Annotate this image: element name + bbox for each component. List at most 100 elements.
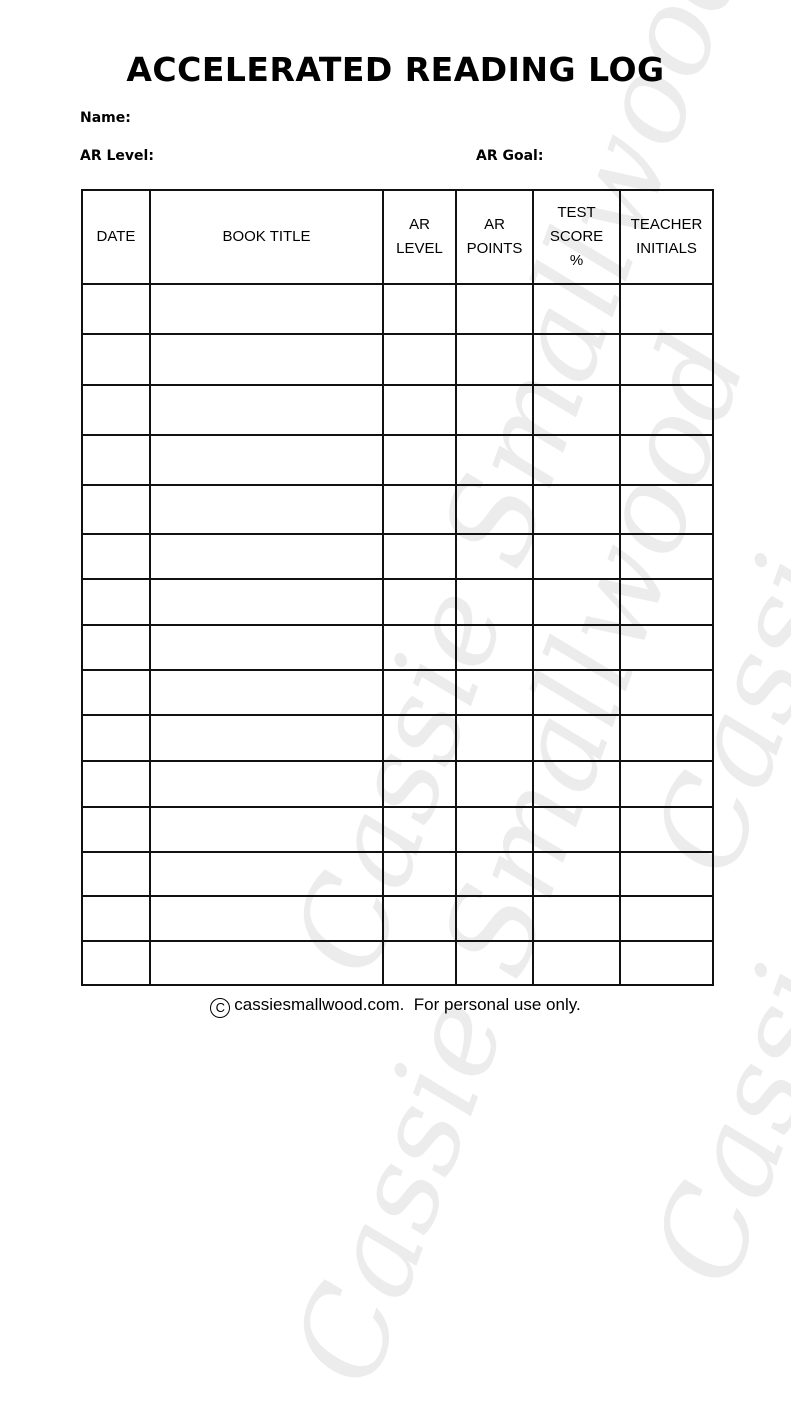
table-cell[interactable] bbox=[455, 851, 534, 897]
table-cell[interactable] bbox=[532, 940, 621, 986]
table-cell[interactable] bbox=[382, 578, 457, 626]
table-cell[interactable] bbox=[382, 333, 457, 386]
table-cell[interactable] bbox=[455, 484, 534, 535]
table-cell[interactable] bbox=[382, 434, 457, 486]
table-cell[interactable] bbox=[382, 533, 457, 580]
table-cell[interactable] bbox=[382, 624, 457, 671]
table-cell[interactable] bbox=[149, 940, 384, 986]
table-cell[interactable] bbox=[149, 484, 384, 535]
table-cell[interactable] bbox=[455, 333, 534, 386]
table-cell[interactable] bbox=[81, 669, 151, 716]
table-row bbox=[81, 806, 714, 853]
table-cell[interactable] bbox=[149, 434, 384, 486]
table-cell[interactable] bbox=[532, 669, 621, 716]
table-cell[interactable] bbox=[149, 624, 384, 671]
table-row bbox=[81, 578, 714, 626]
table-cell[interactable] bbox=[382, 851, 457, 897]
ar-level-label: AR Level: bbox=[80, 148, 154, 164]
table-cell[interactable] bbox=[532, 624, 621, 671]
table-cell[interactable] bbox=[532, 895, 621, 942]
table-cell[interactable] bbox=[81, 578, 151, 626]
table-cell[interactable] bbox=[532, 434, 621, 486]
footer-text: cassiesmallwood.com. For personal use on… bbox=[234, 995, 581, 1014]
table-cell[interactable] bbox=[149, 851, 384, 897]
table-cell[interactable] bbox=[455, 940, 534, 986]
table-cell[interactable] bbox=[532, 714, 621, 762]
table-cell[interactable] bbox=[81, 806, 151, 853]
table-cell[interactable] bbox=[81, 624, 151, 671]
table-cell[interactable] bbox=[81, 714, 151, 762]
table-cell[interactable] bbox=[455, 806, 534, 853]
table-cell[interactable] bbox=[532, 806, 621, 853]
table-cell[interactable] bbox=[149, 578, 384, 626]
table-cell[interactable] bbox=[149, 714, 384, 762]
table-cell[interactable] bbox=[81, 851, 151, 897]
table-cell[interactable] bbox=[532, 533, 621, 580]
table-cell[interactable] bbox=[149, 283, 384, 335]
table-cell[interactable] bbox=[382, 484, 457, 535]
table-cell[interactable] bbox=[619, 384, 714, 436]
table-cell[interactable] bbox=[532, 578, 621, 626]
table-cell[interactable] bbox=[81, 333, 151, 386]
table-cell[interactable] bbox=[619, 760, 714, 808]
table-row bbox=[81, 484, 714, 535]
table-cell[interactable] bbox=[149, 806, 384, 853]
table-cell[interactable] bbox=[619, 333, 714, 386]
table-cell[interactable] bbox=[382, 669, 457, 716]
table-cell[interactable] bbox=[532, 283, 621, 335]
table-cell[interactable] bbox=[532, 484, 621, 535]
table-cell[interactable] bbox=[382, 806, 457, 853]
table-cell[interactable] bbox=[455, 669, 534, 716]
table-cell[interactable] bbox=[619, 624, 714, 671]
table-cell[interactable] bbox=[619, 578, 714, 626]
table-cell[interactable] bbox=[382, 714, 457, 762]
table-cell[interactable] bbox=[81, 895, 151, 942]
table-cell[interactable] bbox=[619, 714, 714, 762]
table-cell[interactable] bbox=[619, 851, 714, 897]
table-cell[interactable] bbox=[382, 895, 457, 942]
table-cell[interactable] bbox=[455, 533, 534, 580]
table-cell[interactable] bbox=[382, 283, 457, 335]
table-cell[interactable] bbox=[619, 895, 714, 942]
table-cell[interactable] bbox=[149, 760, 384, 808]
table-cell[interactable] bbox=[532, 851, 621, 897]
table-row bbox=[81, 940, 714, 986]
table-cell[interactable] bbox=[455, 895, 534, 942]
table-cell[interactable] bbox=[382, 940, 457, 986]
table-cell[interactable] bbox=[619, 434, 714, 486]
table-row bbox=[81, 714, 714, 762]
table-cell[interactable] bbox=[619, 484, 714, 535]
table-cell[interactable] bbox=[81, 760, 151, 808]
table-cell[interactable] bbox=[532, 760, 621, 808]
table-cell[interactable] bbox=[149, 895, 384, 942]
table-cell[interactable] bbox=[455, 283, 534, 335]
table-cell[interactable] bbox=[455, 384, 534, 436]
table-cell[interactable] bbox=[532, 384, 621, 436]
table-cell[interactable] bbox=[619, 806, 714, 853]
table-cell[interactable] bbox=[455, 578, 534, 626]
table-cell[interactable] bbox=[619, 940, 714, 986]
table-cell[interactable] bbox=[455, 624, 534, 671]
table-cell[interactable] bbox=[81, 384, 151, 436]
table-cell[interactable] bbox=[81, 434, 151, 486]
table-row bbox=[81, 533, 714, 580]
table-cell[interactable] bbox=[619, 283, 714, 335]
table-cell[interactable] bbox=[532, 333, 621, 386]
table-cell[interactable] bbox=[619, 669, 714, 716]
table-cell[interactable] bbox=[149, 333, 384, 386]
table-cell[interactable] bbox=[149, 669, 384, 716]
table-cell[interactable] bbox=[455, 714, 534, 762]
table-row bbox=[81, 384, 714, 436]
table-cell[interactable] bbox=[149, 384, 384, 436]
table-cell[interactable] bbox=[455, 760, 534, 808]
table-cell[interactable] bbox=[81, 533, 151, 580]
table-cell[interactable] bbox=[455, 434, 534, 486]
table-cell[interactable] bbox=[382, 384, 457, 436]
table-cell[interactable] bbox=[382, 760, 457, 808]
table-cell[interactable] bbox=[149, 533, 384, 580]
table-cell[interactable] bbox=[81, 283, 151, 335]
table-cell[interactable] bbox=[619, 533, 714, 580]
table-cell[interactable] bbox=[81, 940, 151, 986]
column-header: BOOK TITLE bbox=[149, 189, 384, 285]
table-cell[interactable] bbox=[81, 484, 151, 535]
